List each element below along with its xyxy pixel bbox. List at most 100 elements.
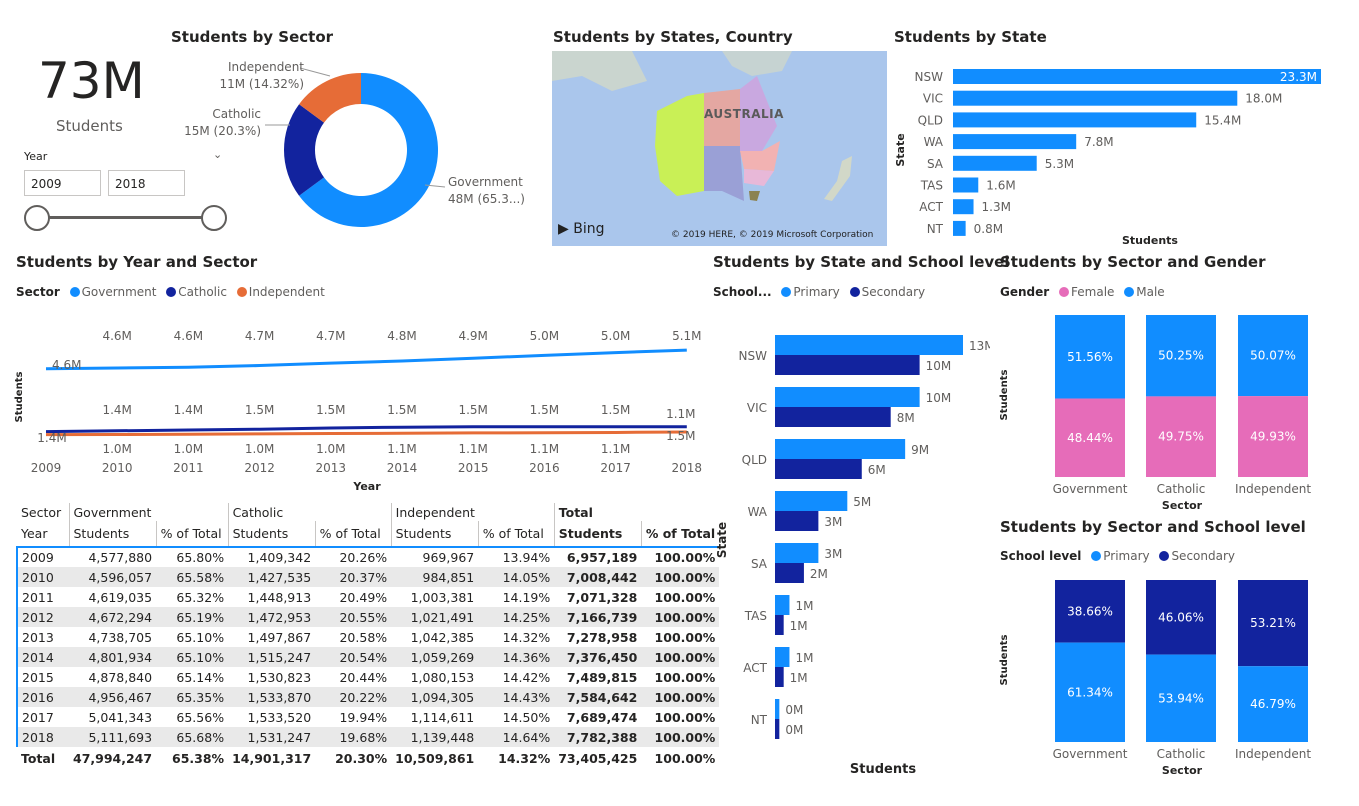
legend-male[interactable]: Male: [1136, 285, 1165, 299]
state-school-bar-label: 10M: [926, 359, 952, 373]
matrix-total-row: Total 47,994,247 65.38% 14,901,317 20.30…: [17, 747, 719, 769]
state-bar[interactable]: [953, 134, 1077, 150]
legend-government[interactable]: Government: [81, 285, 157, 299]
matrix-col-cath-pct[interactable]: % of Total: [314, 521, 392, 548]
matrix-col-cath-students[interactable]: Students: [227, 521, 316, 548]
state-bar[interactable]: [953, 177, 979, 193]
stacked-label: 48.44%: [1067, 431, 1113, 445]
table-cell: 4,672,294: [69, 607, 157, 627]
map-region-vic: [744, 169, 774, 186]
matrix-col-gov-pct[interactable]: % of Total: [155, 521, 229, 548]
stacked-segment-secondary[interactable]: [1055, 580, 1125, 643]
line-x-tick: 2012: [244, 461, 275, 475]
state-bar[interactable]: [953, 112, 1197, 128]
state-school-bar-secondary[interactable]: [775, 615, 784, 635]
line-legend-title: Sector: [16, 285, 60, 299]
legend-primary[interactable]: Primary: [793, 285, 840, 299]
stacked-label: 49.75%: [1158, 430, 1204, 444]
legend-secondary[interactable]: Secondary: [861, 285, 926, 299]
state-school-bar-primary[interactable]: [775, 543, 819, 563]
line-legend: Sector Government Catholic Independent: [16, 285, 325, 299]
year-slider-start-handle[interactable]: [24, 205, 50, 231]
legend-dot-secondary: [849, 287, 860, 297]
year-from-input[interactable]: 2009: [24, 170, 101, 196]
legend-primary-2[interactable]: Primary: [1103, 549, 1150, 563]
matrix-col-year[interactable]: Year: [17, 521, 69, 548]
legend-dot-secondary-2: [1159, 551, 1170, 561]
legend-secondary-2[interactable]: Secondary: [1171, 549, 1235, 563]
chevron-down-icon[interactable]: ⌄: [213, 148, 223, 161]
matrix-total-cell: 65.38%: [172, 750, 225, 766]
state-school-bar-primary[interactable]: [775, 699, 780, 719]
matrix-col-total-pct[interactable]: % of Total: [640, 521, 720, 548]
legend-female[interactable]: Female: [1071, 285, 1115, 299]
state-tick-label: NT: [927, 222, 944, 236]
stacked-segment-primary[interactable]: [1055, 642, 1125, 742]
bing-logo: ▶ Bing: [558, 221, 605, 237]
state-school-bar-primary[interactable]: [775, 491, 848, 511]
table-cell: 1,080,153: [410, 669, 475, 685]
table-cell: 4,619,035: [88, 589, 153, 605]
line-catholic[interactable]: [45, 425, 687, 434]
state-school-bar-secondary[interactable]: [775, 355, 920, 375]
line-chart-ylabel: Students: [14, 372, 25, 423]
line-data-label: 1.0M: [174, 442, 203, 456]
year-slider-end-handle[interactable]: [201, 205, 227, 231]
state-school-bar-primary[interactable]: [775, 647, 790, 667]
state-bar[interactable]: [953, 199, 974, 215]
stacked-segment-male[interactable]: [1055, 315, 1125, 399]
stacked-segment-female[interactable]: [1055, 398, 1125, 477]
stacked-segment-primary[interactable]: [1146, 654, 1216, 742]
line-data-label: 5.1M: [672, 329, 701, 343]
state-school-bar-label: 3M: [824, 547, 842, 561]
stacked-segment-male[interactable]: [1238, 315, 1308, 397]
stacked-segment-female[interactable]: [1146, 396, 1216, 477]
state-bar[interactable]: [953, 155, 1037, 171]
line-data-label: 1.5M: [601, 403, 630, 417]
donut-slice-government[interactable]: [299, 73, 438, 227]
legend-catholic[interactable]: Catholic: [178, 285, 227, 299]
year-to-input[interactable]: 2018: [108, 170, 185, 196]
stacked-segment-male[interactable]: [1146, 315, 1216, 397]
table-cell: 2012: [16, 607, 69, 627]
table-cell: 100.00%: [654, 629, 716, 645]
table-cell: 5,041,343: [88, 709, 153, 725]
state-school-bar-secondary[interactable]: [775, 511, 819, 531]
year-slider-track[interactable]: [36, 216, 213, 219]
state-school-bar-primary[interactable]: [775, 387, 920, 407]
table-cell: 100.00%: [654, 550, 716, 565]
stacked-segment-secondary[interactable]: [1146, 580, 1216, 655]
state-school-bar-secondary[interactable]: [775, 563, 804, 583]
line-independent[interactable]: [45, 430, 687, 437]
kpi-value: 73M: [38, 52, 145, 110]
matrix-col-total-students[interactable]: Students: [553, 521, 642, 548]
table-cell: 1,448,913: [247, 589, 312, 605]
state-school-bar-secondary[interactable]: [775, 407, 891, 427]
state-school-bar-secondary[interactable]: [775, 719, 780, 739]
matrix-col-ind-pct[interactable]: % of Total: [477, 521, 555, 548]
line-government[interactable]: [45, 348, 687, 371]
state-bar[interactable]: [953, 69, 1321, 84]
sector-school-ylabel: Students: [999, 635, 1010, 686]
state-bar[interactable]: [953, 220, 966, 236]
australia-map[interactable]: AUSTRALIA ▶ Bing © 2019 HERE, © 2019 Mic…: [552, 51, 887, 246]
state-school-bar-primary[interactable]: [775, 439, 906, 459]
line-data-label: 4.9M: [458, 329, 487, 343]
table-cell: 7,376,450: [554, 647, 642, 667]
gender-legend: Gender Female Male: [1000, 285, 1165, 299]
state-school-bar-secondary[interactable]: [775, 667, 784, 687]
state-school-bar-label: 2M: [810, 567, 828, 581]
donut-slice-independent[interactable]: [299, 73, 361, 123]
state-bar[interactable]: [953, 90, 1238, 106]
stacked-segment-female[interactable]: [1238, 396, 1308, 477]
state-school-bar-primary[interactable]: [775, 595, 790, 615]
donut-slice-catholic[interactable]: [284, 104, 325, 196]
legend-independent[interactable]: Independent: [248, 285, 325, 299]
stacked-segment-primary[interactable]: [1238, 666, 1308, 742]
matrix-col-ind-students[interactable]: Students: [390, 521, 479, 548]
stacked-segment-secondary[interactable]: [1238, 580, 1308, 667]
state-school-bar-primary[interactable]: [775, 335, 963, 355]
state-school-bar-secondary[interactable]: [775, 459, 862, 479]
matrix-col-gov-students[interactable]: Students: [68, 521, 157, 548]
table-cell: 1,021,491: [391, 607, 479, 627]
